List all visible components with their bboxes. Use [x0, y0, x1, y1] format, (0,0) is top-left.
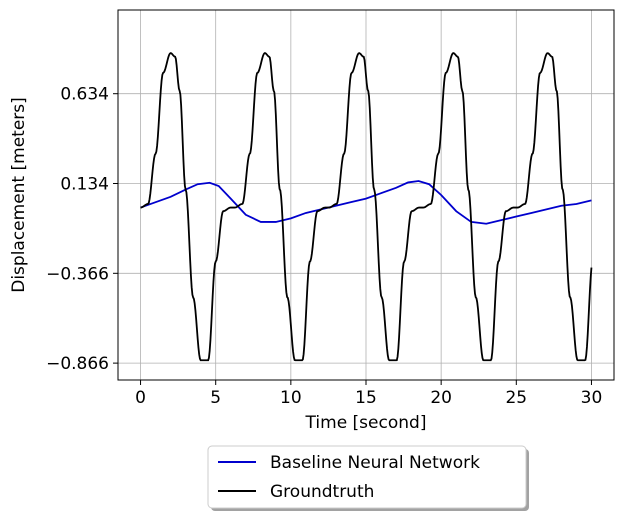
series-line-groundtruth [140, 52, 593, 362]
legend-label-groundtruth: Groundtruth [270, 482, 374, 502]
legend-box [207, 445, 527, 509]
legend-label-baseline: Baseline Neural Network [270, 453, 480, 473]
y-axis-label: Displacement [meters] [9, 97, 29, 293]
x-tick-label: 10 [280, 388, 302, 408]
x-tick-label: 0 [135, 388, 146, 408]
series-line-baseline [140, 180, 592, 225]
x-tick-label: 20 [430, 388, 452, 408]
y-tick-label: 0.634 [60, 85, 109, 105]
legend: Baseline Neural Network Groundtruth [207, 445, 529, 511]
y-tick-label: 0.134 [60, 175, 109, 195]
y-tick-label: −0.366 [46, 264, 109, 284]
x-tick-label: 25 [505, 388, 527, 408]
series-lines [140, 52, 593, 362]
x-tick-label: 30 [581, 388, 603, 408]
axis-ticks: 0 5 10 15 20 25 30 −0.866 −0.366 0.134 0.634 [46, 85, 602, 408]
x-tick-label: 15 [355, 388, 377, 408]
x-axis-label: Time [second] [305, 413, 427, 433]
x-tick-label: 5 [210, 388, 221, 408]
y-tick-label: −0.866 [46, 354, 109, 374]
